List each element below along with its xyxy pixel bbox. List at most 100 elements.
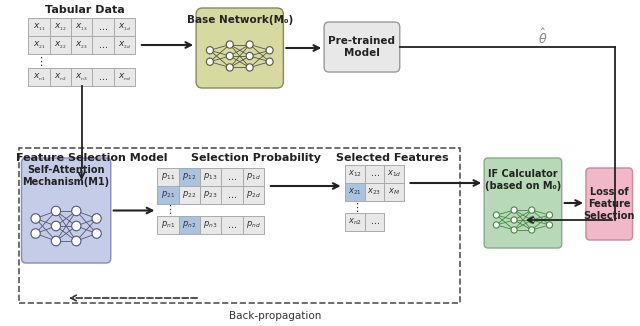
Text: $p_{2d}$: $p_{2d}$ [246, 189, 260, 200]
Text: $\mathit{x}_{_{23}}$: $\mathit{x}_{_{23}}$ [76, 39, 88, 51]
Bar [200, 216, 221, 234]
Bar [243, 168, 264, 186]
Bar [157, 186, 179, 204]
Bar [28, 18, 50, 36]
Text: $x_{21}$: $x_{21}$ [348, 187, 362, 197]
Bar [384, 165, 404, 183]
Bar [200, 186, 221, 204]
Bar [221, 216, 243, 234]
Bar [28, 68, 50, 86]
Circle shape [493, 222, 499, 228]
Circle shape [206, 47, 213, 54]
Text: $\cdots$: $\cdots$ [98, 22, 108, 32]
Text: $x_{23}$: $x_{23}$ [367, 187, 381, 197]
Circle shape [547, 212, 552, 218]
Circle shape [92, 214, 101, 223]
Bar [365, 213, 384, 231]
Text: $\mathit{x}_{_{2d}}$: $\mathit{x}_{_{2d}}$ [118, 39, 131, 51]
Bar [179, 168, 200, 186]
FancyBboxPatch shape [196, 8, 284, 88]
Text: $p_{11}$: $p_{11}$ [161, 171, 175, 183]
Text: $\cdots$: $\cdots$ [369, 217, 380, 227]
Text: Tabular Data: Tabular Data [45, 5, 124, 15]
Text: $\vdots$: $\vdots$ [351, 200, 359, 214]
Text: $p_{nd}$: $p_{nd}$ [246, 219, 260, 230]
Circle shape [246, 64, 253, 71]
Text: $\mathit{x}_{_{22}}$: $\mathit{x}_{_{22}}$ [54, 39, 67, 51]
Circle shape [529, 217, 535, 223]
Bar [19, 148, 460, 303]
Bar [71, 18, 92, 36]
Text: $x_{M}$: $x_{M}$ [388, 187, 400, 197]
Text: Back-propagation: Back-propagation [229, 311, 322, 321]
Bar [365, 183, 384, 201]
Text: $p_{12}$: $p_{12}$ [182, 171, 196, 183]
Text: $\mathit{x}_{_{12}}$: $\mathit{x}_{_{12}}$ [54, 21, 67, 33]
Text: $\mathit{x}_{_{11}}$: $\mathit{x}_{_{11}}$ [33, 21, 45, 33]
Text: $\vdots$: $\vdots$ [164, 203, 172, 216]
Circle shape [511, 227, 517, 233]
Circle shape [92, 229, 101, 238]
Bar [179, 186, 200, 204]
Circle shape [31, 214, 40, 223]
Text: $\cdots$: $\cdots$ [98, 72, 108, 82]
Text: $\mathit{x}_{_{1d}}$: $\mathit{x}_{_{1d}}$ [118, 21, 131, 33]
Text: $p_{n3}$: $p_{n3}$ [204, 219, 218, 230]
Circle shape [51, 221, 61, 231]
Text: $p_{22}$: $p_{22}$ [182, 189, 196, 200]
Circle shape [246, 41, 253, 48]
Bar [92, 68, 114, 86]
Bar [243, 216, 264, 234]
Bar [346, 165, 365, 183]
Text: Base Network(M₀): Base Network(M₀) [187, 15, 293, 25]
Circle shape [266, 47, 273, 54]
Text: $\cdots$: $\cdots$ [227, 190, 237, 200]
Bar [50, 18, 71, 36]
Text: $\mathit{x}_{_{n1}}$: $\mathit{x}_{_{n1}}$ [33, 71, 45, 83]
Bar [71, 36, 92, 54]
Circle shape [511, 207, 517, 213]
Bar [346, 183, 365, 201]
Text: $x_{n2}$: $x_{n2}$ [348, 217, 362, 227]
Text: $\mathit{x}_{_{nd}}$: $\mathit{x}_{_{nd}}$ [118, 71, 131, 83]
Bar [50, 36, 71, 54]
Text: $\mathit{x}_{_{n2}}$: $\mathit{x}_{_{n2}}$ [54, 71, 67, 83]
Bar [221, 186, 243, 204]
Text: Loss of
Feature
Selection: Loss of Feature Selection [584, 187, 635, 221]
Circle shape [206, 58, 213, 65]
Text: Self-Attention
Mechanism(M1): Self-Attention Mechanism(M1) [22, 165, 109, 187]
Text: $p_{21}$: $p_{21}$ [161, 189, 175, 200]
Bar [28, 36, 50, 54]
Text: $p_{13}$: $p_{13}$ [204, 171, 218, 183]
Text: $\mathit{x}_{_{13}}$: $\mathit{x}_{_{13}}$ [76, 21, 88, 33]
FancyBboxPatch shape [324, 22, 400, 72]
Bar [114, 68, 135, 86]
Text: Selected Features: Selected Features [336, 153, 448, 163]
Circle shape [72, 236, 81, 246]
Circle shape [529, 207, 535, 213]
Text: $\cdots$: $\cdots$ [227, 172, 237, 182]
Circle shape [72, 221, 81, 231]
Text: IF Calculator
(based on M₀): IF Calculator (based on M₀) [485, 169, 561, 191]
Circle shape [246, 52, 253, 60]
Circle shape [227, 52, 234, 60]
Circle shape [31, 229, 40, 238]
Text: $\cdots$: $\cdots$ [98, 40, 108, 50]
Text: $x_{12}$: $x_{12}$ [348, 169, 362, 179]
Circle shape [227, 64, 234, 71]
Text: $\hat{\theta}$: $\hat{\theta}$ [538, 27, 547, 47]
Text: $\mathit{x}_{_{21}}$: $\mathit{x}_{_{21}}$ [33, 39, 45, 51]
Bar [114, 18, 135, 36]
Bar [221, 168, 243, 186]
FancyBboxPatch shape [586, 168, 632, 240]
Circle shape [227, 41, 234, 48]
Text: Selection Probability: Selection Probability [191, 153, 321, 163]
Bar [71, 68, 92, 86]
Text: $p_{23}$: $p_{23}$ [204, 189, 218, 200]
FancyBboxPatch shape [484, 158, 562, 248]
Circle shape [72, 206, 81, 216]
Text: Pre-trained
Model: Pre-trained Model [328, 36, 396, 58]
Bar [179, 216, 200, 234]
Bar [157, 168, 179, 186]
Bar [114, 36, 135, 54]
